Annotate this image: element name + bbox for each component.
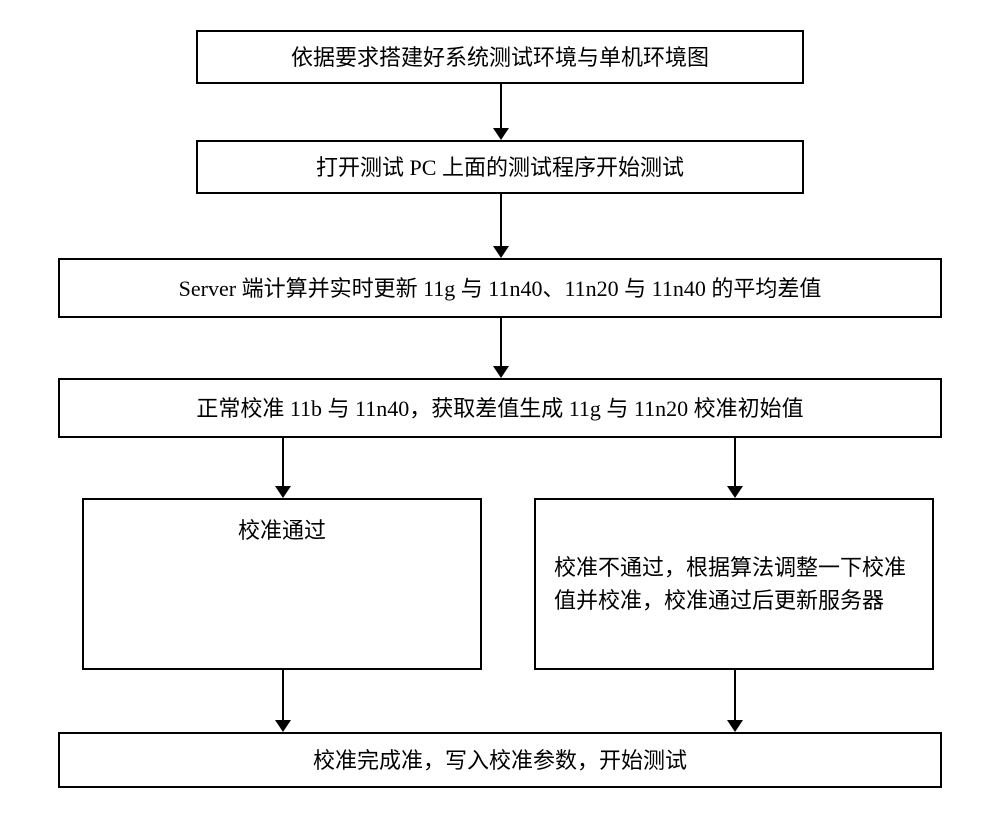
flow-node-server-calc: Server 端计算并实时更新 11g 与 11n40、11n20 与 11n4… [58,258,942,318]
node-text: 校准通过 [238,514,326,547]
arrow [282,438,284,496]
node-text: 校准完成准，写入校准参数，开始测试 [313,744,687,777]
flowchart-container: 依据要求搭建好系统测试环境与单机环境图 打开测试 PC 上面的测试程序开始测试 … [10,20,990,800]
flow-node-pass: 校准通过 [82,498,482,670]
flow-node-complete: 校准完成准，写入校准参数，开始测试 [58,732,942,788]
arrow [500,194,502,256]
flow-node-fail: 校准不通过，根据算法调整一下校准值并校准，校准通过后更新服务器 [534,498,934,670]
node-text: 打开测试 PC 上面的测试程序开始测试 [316,151,684,184]
arrow [734,670,736,730]
node-text: Server 端计算并实时更新 11g 与 11n40、11n20 与 11n4… [179,272,822,305]
flow-node-setup-env: 依据要求搭建好系统测试环境与单机环境图 [196,30,804,84]
arrow [500,318,502,376]
arrow [734,438,736,496]
node-text: 依据要求搭建好系统测试环境与单机环境图 [291,41,709,74]
node-text: 正常校准 11b 与 11n40，获取差值生成 11g 与 11n20 校准初始… [196,392,803,425]
node-text: 校准不通过，根据算法调整一下校准值并校准，校准通过后更新服务器 [554,551,914,617]
arrow [500,84,502,138]
arrow [282,670,284,730]
flow-node-open-test: 打开测试 PC 上面的测试程序开始测试 [196,140,804,194]
flow-node-calibrate: 正常校准 11b 与 11n40，获取差值生成 11g 与 11n20 校准初始… [58,378,942,438]
